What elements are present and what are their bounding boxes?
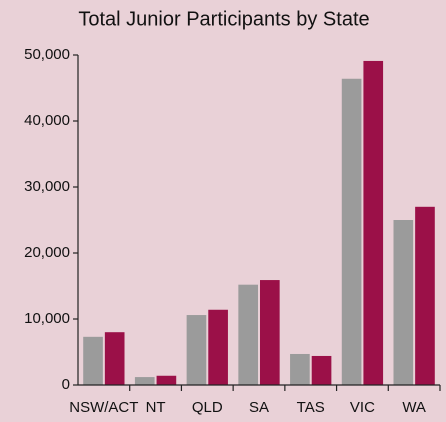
bar bbox=[156, 375, 177, 385]
bar bbox=[415, 206, 435, 385]
bar bbox=[341, 78, 362, 385]
bar bbox=[393, 220, 414, 385]
bar bbox=[260, 280, 280, 385]
bar bbox=[104, 332, 125, 385]
y-tick-label: 40,000 bbox=[24, 112, 70, 129]
y-tick-label: 20,000 bbox=[24, 244, 70, 261]
x-tick-label: NSW/ACT bbox=[69, 399, 138, 416]
bar bbox=[208, 309, 228, 385]
bar bbox=[238, 284, 258, 385]
bar bbox=[290, 353, 310, 385]
x-tick-label: QLD bbox=[192, 399, 223, 416]
y-tick-label: 30,000 bbox=[24, 178, 70, 195]
x-tick-label: NT bbox=[146, 399, 166, 416]
y-tick-label: 50,000 bbox=[24, 46, 70, 63]
bar bbox=[83, 336, 103, 385]
bar bbox=[311, 355, 332, 385]
bar bbox=[186, 315, 207, 385]
x-tick-label: VIC bbox=[350, 399, 375, 416]
y-tick-label: 10,000 bbox=[24, 310, 70, 327]
x-tick-label: SA bbox=[249, 399, 269, 416]
x-tick-label: TAS bbox=[297, 399, 325, 416]
x-tick-label: WA bbox=[402, 399, 426, 416]
bar bbox=[134, 377, 155, 385]
bar bbox=[363, 60, 384, 385]
y-tick-label: 0 bbox=[62, 376, 70, 393]
chart-title: Total Junior Participants by State bbox=[78, 8, 369, 30]
